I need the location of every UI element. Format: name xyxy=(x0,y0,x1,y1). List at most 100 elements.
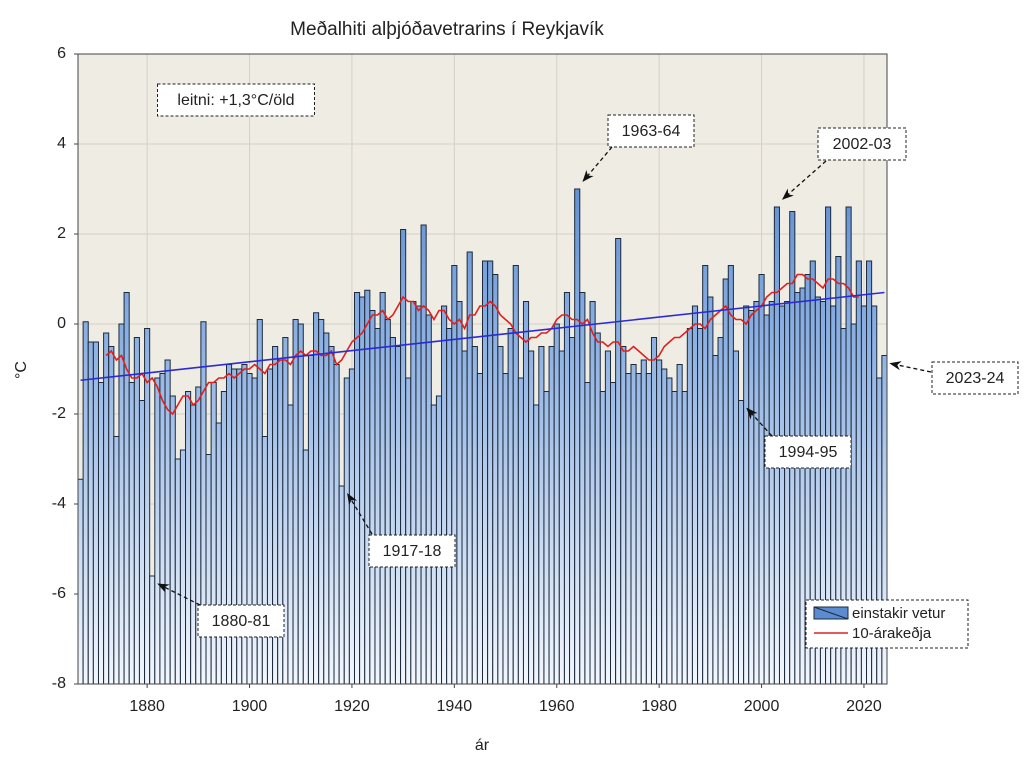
y-tick-label: -4 xyxy=(52,495,66,512)
bar xyxy=(215,422,222,685)
bar xyxy=(159,373,166,685)
bar xyxy=(574,188,581,685)
bar xyxy=(471,346,478,685)
bar xyxy=(476,373,484,685)
bar xyxy=(420,224,427,685)
moving-average-line xyxy=(105,273,859,416)
annotation-box xyxy=(931,361,1019,395)
bar xyxy=(82,321,89,685)
y-tick-label: 6 xyxy=(57,45,66,62)
legend-label: einstakir vetur xyxy=(852,605,945,622)
bar xyxy=(533,404,540,685)
bar xyxy=(778,305,786,685)
bar xyxy=(686,328,693,685)
bar xyxy=(528,350,535,685)
bar xyxy=(727,265,734,685)
bar xyxy=(461,350,468,685)
legend-swatch-line xyxy=(813,606,849,620)
annotation-label: 2023-24 xyxy=(946,370,1005,387)
annotation-label: 1994-95 xyxy=(779,444,838,461)
bar xyxy=(589,301,596,685)
bar xyxy=(97,382,105,685)
x-tick-label: 1920 xyxy=(334,698,370,715)
bar xyxy=(656,359,663,685)
bar xyxy=(563,292,571,685)
y-tick-label: 2 xyxy=(57,225,66,242)
bar xyxy=(149,575,156,685)
bar xyxy=(302,449,309,685)
annotation-label: 2002-03 xyxy=(833,136,892,153)
annotation-box xyxy=(368,534,456,568)
bar xyxy=(77,478,84,685)
bar xyxy=(794,292,801,685)
x-tick-label: 1980 xyxy=(641,698,677,715)
bar xyxy=(707,296,714,685)
legend-label: 10-árakeðja xyxy=(852,625,932,642)
bar xyxy=(169,395,176,685)
bar xyxy=(185,391,192,685)
bar xyxy=(748,310,755,685)
bar xyxy=(620,346,627,685)
annotation-box xyxy=(197,604,285,638)
bar xyxy=(630,364,637,685)
bar xyxy=(379,292,386,685)
bar xyxy=(205,454,212,685)
bar xyxy=(261,436,268,685)
bar xyxy=(558,350,565,685)
bar xyxy=(190,404,197,685)
annotation-arrow xyxy=(157,583,201,606)
bar xyxy=(318,319,325,685)
bar xyxy=(482,260,489,685)
y-axis-label: °C xyxy=(13,361,30,379)
bar xyxy=(625,373,632,685)
bar xyxy=(333,364,340,685)
bar xyxy=(220,391,227,685)
bar xyxy=(108,346,115,685)
bar xyxy=(297,323,304,685)
bar xyxy=(87,341,94,685)
bar xyxy=(640,359,647,685)
bar xyxy=(313,312,320,685)
bar xyxy=(103,332,110,685)
bar xyxy=(784,301,791,685)
bar xyxy=(671,391,678,685)
bar xyxy=(615,238,622,685)
bar xyxy=(676,364,683,685)
x-tick-label: 1940 xyxy=(437,698,473,715)
bar xyxy=(610,382,617,685)
bar xyxy=(681,391,688,685)
bar xyxy=(666,377,673,685)
bar xyxy=(584,382,591,685)
bar xyxy=(323,332,330,685)
bar xyxy=(650,337,658,685)
y-tick-label: -2 xyxy=(52,405,66,422)
bar xyxy=(174,458,181,685)
annotation-box xyxy=(157,83,315,117)
bar xyxy=(343,377,350,685)
annotation-arrow xyxy=(782,160,827,200)
bar xyxy=(128,382,135,685)
bar xyxy=(697,328,704,685)
bar xyxy=(738,400,745,685)
bar xyxy=(758,274,765,685)
bar xyxy=(502,373,509,685)
bar xyxy=(195,386,202,685)
annotation-arrow xyxy=(582,146,613,182)
chart-title: Meðalhiti alþjóðavetrarins í Reykjavík xyxy=(290,19,604,40)
y-tick-label: 0 xyxy=(57,315,66,332)
annotation-box xyxy=(764,435,852,469)
bar xyxy=(635,373,642,685)
x-tick-label: 1900 xyxy=(232,698,268,715)
bar xyxy=(292,319,299,685)
bar xyxy=(579,292,586,685)
y-tick-label: -6 xyxy=(52,585,66,602)
bar xyxy=(599,391,606,685)
bar xyxy=(661,368,668,685)
bar xyxy=(179,449,187,685)
bar xyxy=(113,436,120,685)
bar xyxy=(133,337,140,685)
bar xyxy=(210,382,217,685)
bar xyxy=(348,368,355,685)
bar xyxy=(743,305,750,685)
